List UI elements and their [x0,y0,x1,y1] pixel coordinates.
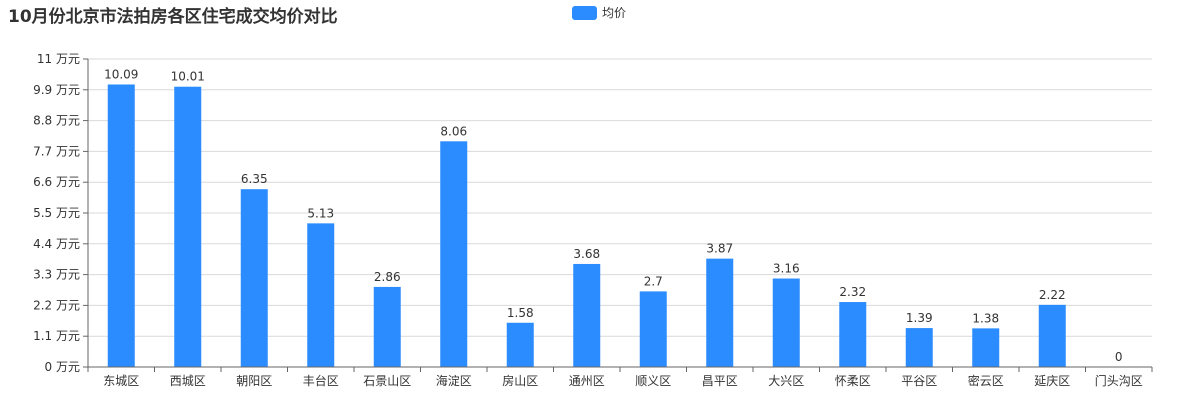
x-tick-label: 丰台区 [303,373,339,388]
x-tick-label: 朝阳区 [236,374,272,388]
data-label: 1.39 [906,311,933,325]
data-label: 5.13 [307,206,334,220]
y-tick-label: 2.2 万元 [33,298,80,312]
bar[interactable] [373,286,401,367]
bar[interactable] [440,141,468,367]
data-label: 2.7 [644,274,663,288]
x-tick-label: 平谷区 [901,374,937,388]
x-tick-label: 门头沟区 [1095,373,1143,388]
bar[interactable] [506,322,534,367]
x-tick-label: 大兴区 [768,374,804,388]
data-label: 6.35 [241,172,268,186]
data-label: 2.22 [1039,288,1066,302]
x-axis: 东城区 西城区 朝阳区 丰台区 石景山区 海淀区 房山区 通州区 顺义区 昌平区 大兴区 怀柔区 平谷区… [87,366,1153,388]
x-tick-label: 延庆区 [1034,374,1070,388]
bar[interactable] [772,278,800,367]
bar[interactable] [107,84,135,367]
y-axis: 0 万元 1.1 万元 2.2 万元 3.3 万元 4.4 万元 5.5 万元 6.6 万元… [33,52,89,374]
data-label: 8.06 [440,124,467,138]
bar[interactable] [639,291,667,367]
x-tick-label: 房山区 [502,373,538,388]
bar[interactable] [972,328,1000,367]
y-tick-label: 4.4 万元 [33,237,80,251]
x-tick-label: 昌平区 [702,374,738,388]
x-tick-label: 海淀区 [436,373,472,388]
x-tick-label: 顺义区 [635,374,671,388]
bar[interactable] [1038,304,1066,367]
data-label: 0 [1115,350,1123,364]
data-label: 10.09 [104,67,138,81]
bar[interactable] [573,263,601,367]
y-tick-label: 6.6 万元 [33,175,80,189]
y-tick-label: 0 万元 [45,360,80,374]
data-label: 2.32 [839,285,866,299]
bar[interactable] [240,189,268,367]
x-tick-label: 通州区 [569,374,605,388]
x-tick-label: 怀柔区 [835,374,871,388]
data-label: 3.16 [773,262,800,276]
y-tick-label: 7.7 万元 [33,144,80,158]
data-label: 1.58 [507,306,534,320]
y-tick-label: 3.3 万元 [33,268,80,282]
x-tick-label: 东城区 [103,374,139,388]
y-tick-label: 1.1 万元 [33,329,80,343]
x-tick-label: 西城区 [170,374,206,388]
chart-title: 10月份北京市法拍房各区住宅成交均价对比 [8,7,338,27]
data-label: 3.87 [706,242,733,256]
bar[interactable] [706,258,734,367]
data-label: 2.86 [374,270,401,284]
x-tick-label: 密云区 [968,373,1004,388]
bar[interactable] [905,328,933,367]
data-label: 3.68 [573,247,600,261]
x-tick-label: 石景山区 [363,374,411,388]
bar[interactable] [307,223,335,367]
y-tick-label: 5.5 万元 [33,206,80,220]
bar[interactable] [174,86,202,367]
y-tick-label: 8.8 万元 [33,114,80,128]
bar[interactable] [839,302,867,367]
data-label: 1.38 [972,311,999,325]
bars: 10.09 10.01 6.35 5.13 2.86 8.06 1.58 3.68 2.7 3.8… [104,67,1123,367]
data-label: 10.01 [171,70,205,84]
legend-label: 均价 [602,6,627,20]
legend[interactable]: 均价 [572,4,626,21]
y-tick-label: 11 万元 [37,52,80,66]
legend-swatch [572,5,597,20]
y-tick-label: 9.9 万元 [33,83,80,97]
